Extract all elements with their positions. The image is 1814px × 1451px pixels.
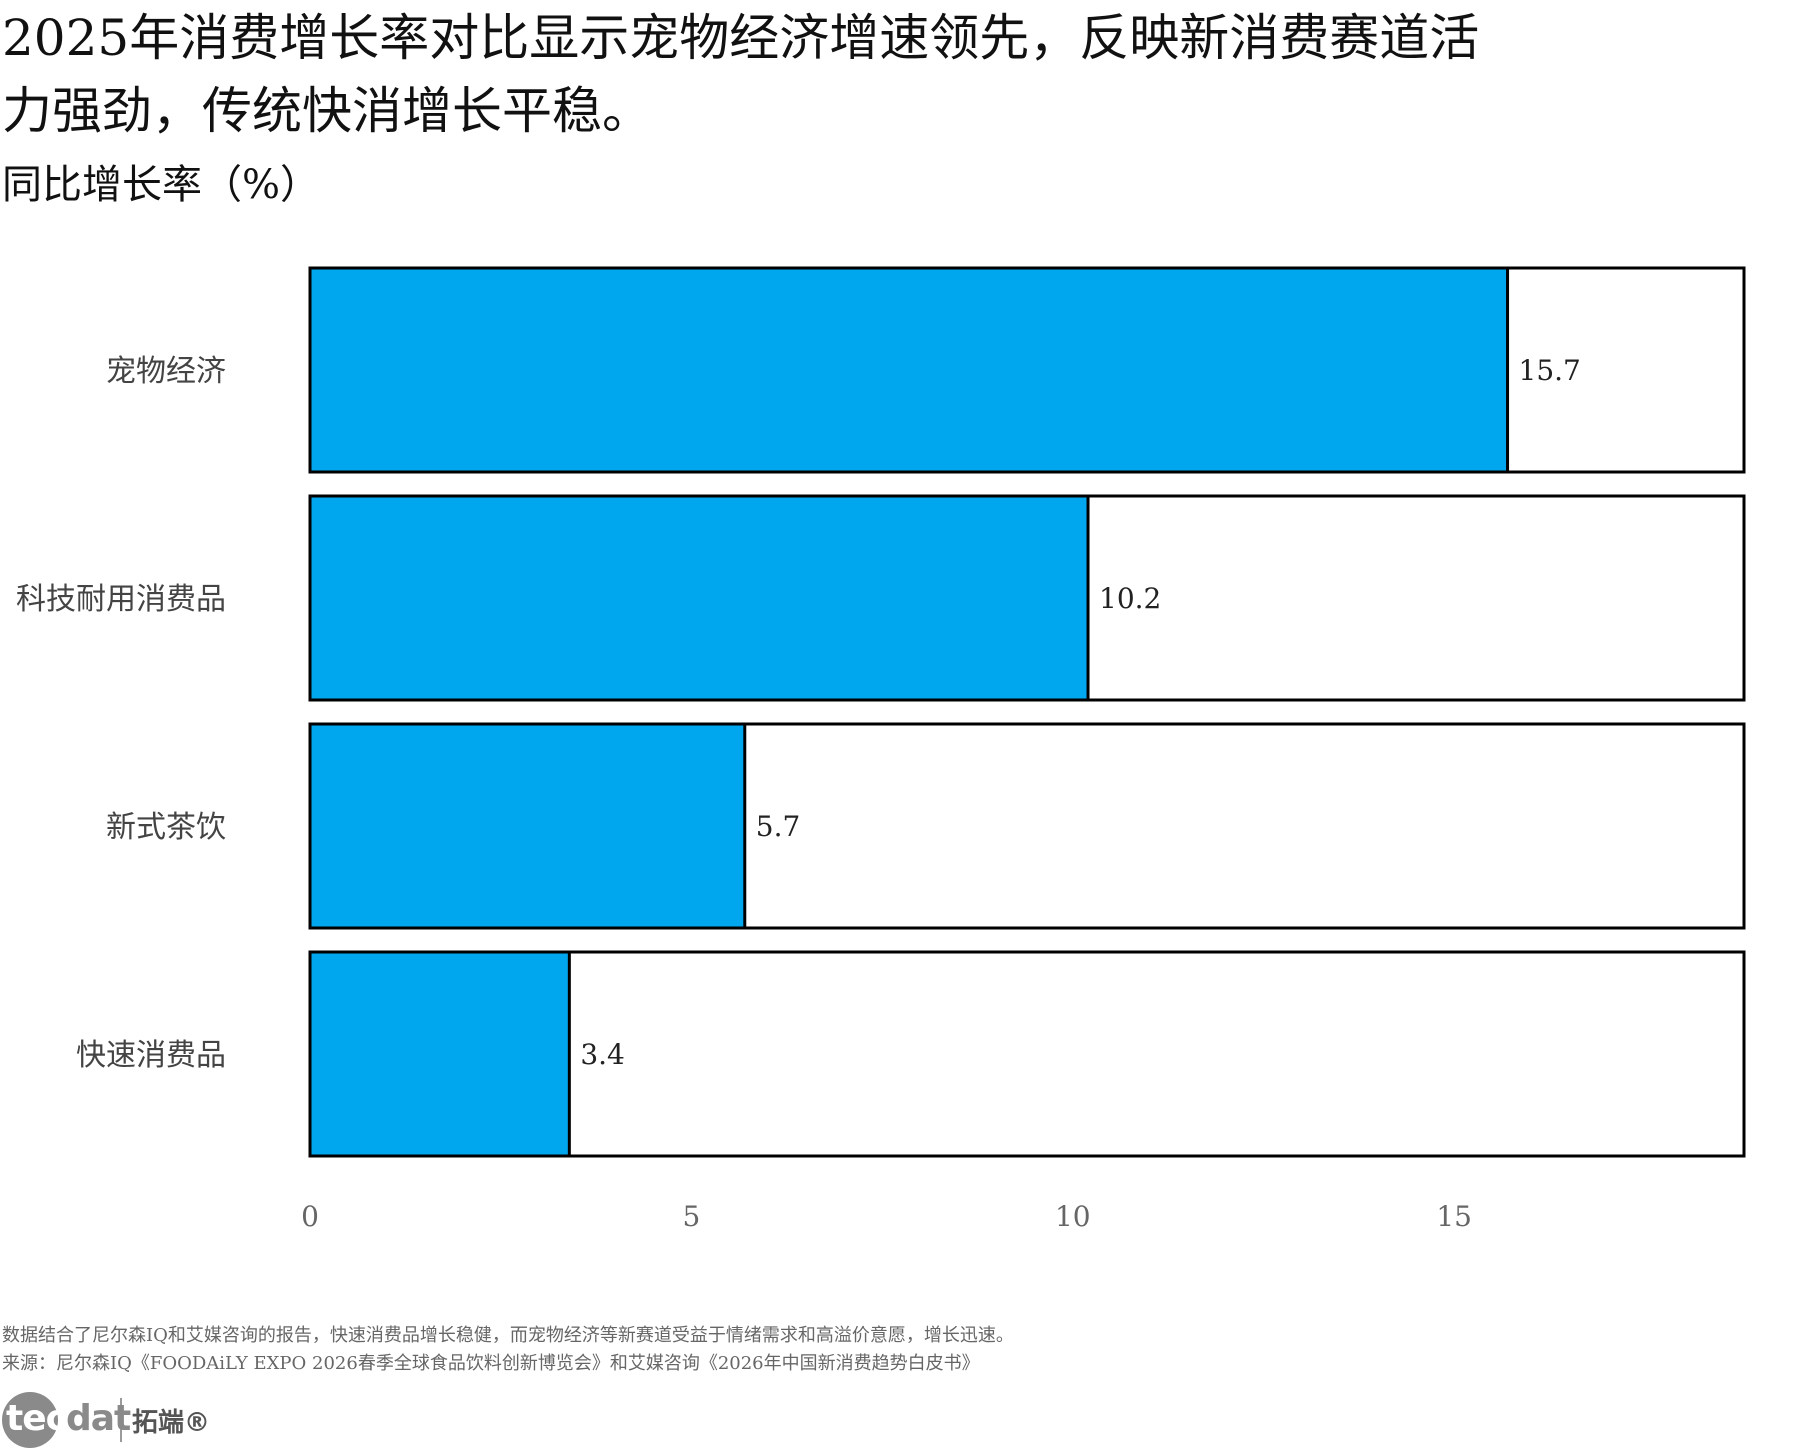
x-tick-label: 15: [1436, 1200, 1472, 1233]
logo-cn-text: 拓端®: [132, 1407, 211, 1438]
bar-chart: 宠物经济 15.7 科技耐用消费品 10.2 新式茶饮 5.7 快速消费品 3.4 0 5 10 15: [16, 266, 1746, 1233]
x-tick-label: 0: [301, 1200, 319, 1233]
category-label: 科技耐用消费品: [16, 582, 226, 617]
logo-word-head: tec: [6, 1398, 67, 1439]
bar: [308, 722, 747, 930]
x-tick-label: 10: [1055, 1200, 1091, 1233]
data-label: 15.7: [1519, 354, 1581, 387]
chart-subtitle: 同比增长率（%）: [2, 162, 321, 208]
data-label: 10.2: [1099, 582, 1161, 615]
chart-footer: 数据结合了尼尔森IQ和艾媒咨询的报告，快速消费品增长稳健，而宠物经济等新赛道受益…: [2, 1322, 1014, 1378]
footer-source: 来源：尼尔森IQ《FOODAiLY EXPO 2026春季全球食品饮料创新博览会…: [2, 1353, 980, 1374]
category-label: 宠物经济: [106, 354, 226, 389]
chart-title: 2025年消费增长率对比显示宠物经济增速领先，反映新消费赛道活力强劲，传统快消增…: [2, 9, 1480, 140]
footer-note: 数据结合了尼尔森IQ和艾媒咨询的报告，快速消费品增长稳健，而宠物经济等新赛道受益…: [2, 1325, 1014, 1346]
category-label: 新式茶饮: [106, 810, 226, 845]
x-tick-label: 5: [682, 1200, 700, 1233]
logo-badge: tecdat: [2, 1392, 131, 1448]
category-label: 快速消费品: [76, 1038, 226, 1073]
logo-separator: [120, 1398, 122, 1442]
data-label: 3.4: [580, 1038, 625, 1071]
logo-wordmark: tecdat: [6, 1398, 131, 1439]
logo-word-tail: dat: [65, 1398, 131, 1439]
data-label: 5.7: [756, 810, 801, 843]
brand-logo: tecdat 拓端®: [2, 1392, 210, 1448]
bar: [308, 266, 1510, 474]
bar: [308, 494, 1090, 702]
bar: [308, 950, 571, 1158]
